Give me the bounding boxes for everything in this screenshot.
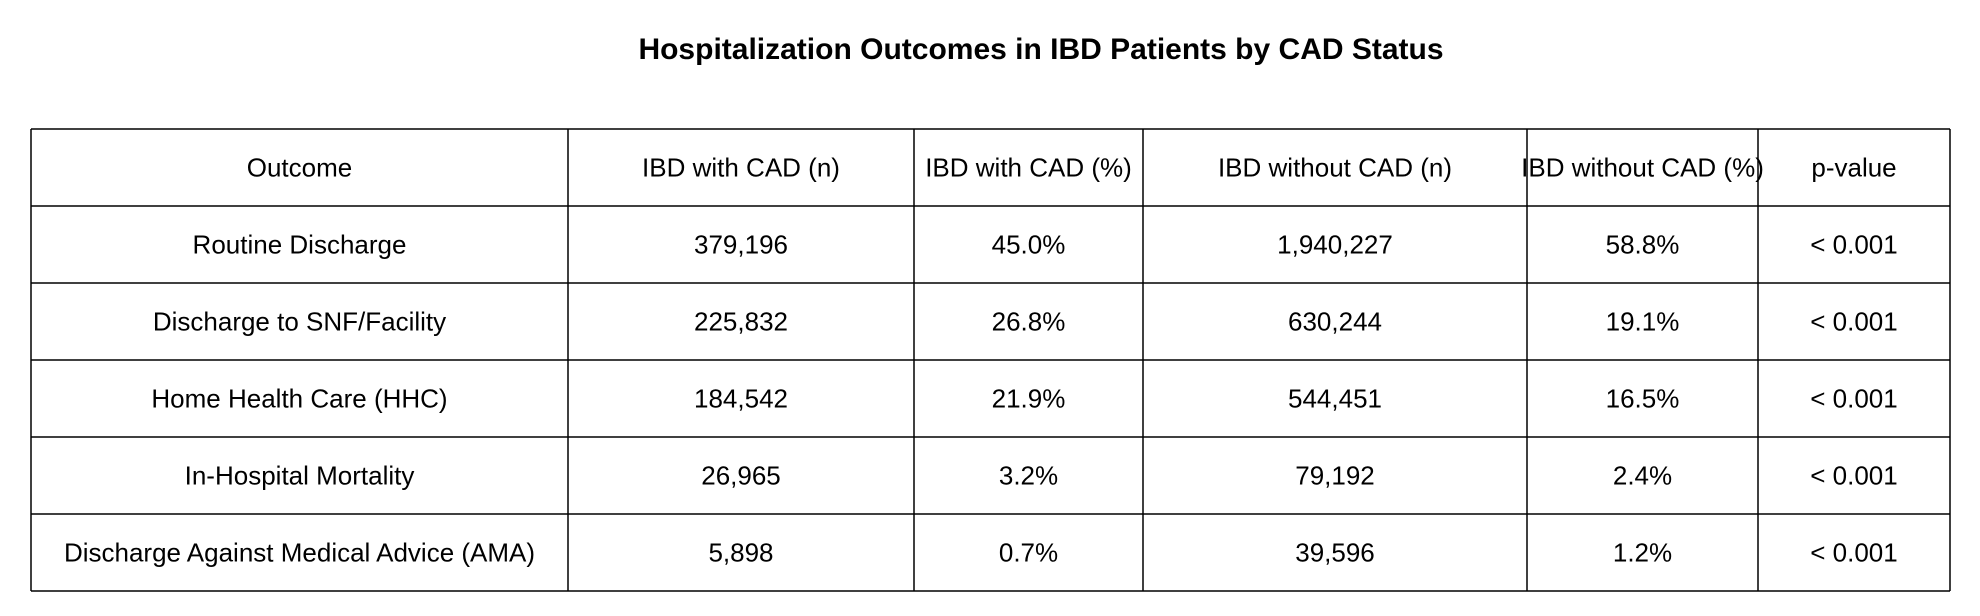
table-cell: < 0.001 (1810, 384, 1897, 414)
table-cell: 26.8% (992, 307, 1066, 337)
column-header: IBD with CAD (%) (925, 153, 1132, 183)
table-cell: 184,542 (694, 384, 788, 414)
table-cell: < 0.001 (1810, 461, 1897, 491)
chart-title: Hospitalization Outcomes in IBD Patients… (0, 32, 1980, 68)
row-label-cell: Discharge to SNF/Facility (153, 307, 446, 337)
table-cell: 544,451 (1288, 384, 1382, 414)
row-label-cell: Home Health Care (HHC) (151, 384, 447, 414)
table-cell: 45.0% (992, 230, 1066, 260)
table-cell: < 0.001 (1810, 230, 1897, 260)
table-cell: 2.4% (1613, 461, 1672, 491)
table-cell: 19.1% (1606, 307, 1680, 337)
column-header: IBD with CAD (n) (642, 153, 840, 183)
table-cell: 225,832 (694, 307, 788, 337)
table-cell: 58.8% (1606, 230, 1680, 260)
table-cell: 5,898 (708, 538, 773, 568)
table-cell: 79,192 (1295, 461, 1375, 491)
table-cell: < 0.001 (1810, 307, 1897, 337)
table-cell: 16.5% (1606, 384, 1680, 414)
chart-title-text: Hospitalization Outcomes in IBD Patients… (638, 33, 1444, 66)
table-cell: 26,965 (701, 461, 781, 491)
table-cell: 39,596 (1295, 538, 1375, 568)
column-header: IBD without CAD (n) (1218, 153, 1452, 183)
table-grid (30, 128, 1951, 592)
column-header: p-value (1811, 153, 1896, 183)
table-cell: 0.7% (999, 538, 1058, 568)
table-cell: 630,244 (1288, 307, 1382, 337)
table-cell: 3.2% (999, 461, 1058, 491)
row-label-cell: Routine Discharge (193, 230, 407, 260)
row-label-cell: In-Hospital Mortality (185, 461, 415, 491)
row-label-cell: Discharge Against Medical Advice (AMA) (64, 538, 535, 568)
table-cell: 1,940,227 (1277, 230, 1393, 260)
table-cell: 21.9% (992, 384, 1066, 414)
column-header: Outcome (247, 153, 353, 183)
table-cell: < 0.001 (1810, 538, 1897, 568)
table-cell: 379,196 (694, 230, 788, 260)
column-header: IBD without CAD (%) (1521, 153, 1764, 183)
table-cells: Outcome IBD with CAD (n) IBD with CAD (%) I… (64, 153, 1898, 568)
table-cell: 1.2% (1613, 538, 1672, 568)
